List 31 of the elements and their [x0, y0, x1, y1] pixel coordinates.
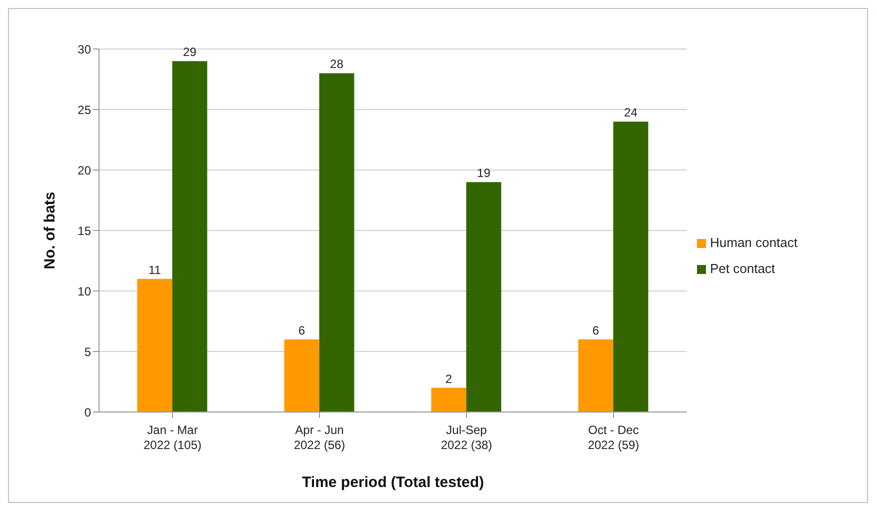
data-label: 11 — [148, 262, 162, 277]
bar — [578, 339, 614, 412]
x-tick-label: Oct - Dec 2022 (59) — [588, 423, 640, 452]
data-label: 29 — [183, 45, 197, 60]
bar — [284, 339, 320, 412]
bar — [613, 122, 648, 412]
x-axis-title: Time period (Total tested) — [302, 474, 484, 491]
data-label: 28 — [330, 57, 344, 72]
bar — [172, 61, 208, 412]
y-tick-label: 15 — [78, 224, 92, 238]
y-tick-label: 25 — [78, 102, 92, 117]
y-tick-label: 10 — [78, 284, 92, 298]
y-axis-title: No. of bats — [41, 192, 58, 270]
data-label: 6 — [298, 323, 306, 338]
bar — [137, 278, 172, 412]
y-tick-label: 30 — [78, 42, 92, 56]
data-label: 19 — [477, 166, 491, 180]
x-tick-label: Jul-Sep 2022 (38) — [440, 423, 492, 452]
data-label: 24 — [624, 106, 638, 120]
bar — [431, 388, 466, 412]
data-label: 2 — [445, 372, 452, 386]
bar — [319, 73, 354, 412]
x-tick-label: Apr - Jun 2022 (56) — [294, 423, 346, 452]
legend-label: Pet contact — [710, 260, 776, 276]
x-tick-label: Jan - Mar 2022 (105) — [143, 423, 202, 452]
y-tick-label: 0 — [84, 405, 92, 420]
y-tick-label: 20 — [78, 163, 92, 178]
bar — [466, 182, 502, 412]
y-tick-label: 5 — [84, 344, 92, 359]
legend-label: Human contact — [710, 234, 798, 250]
data-label: 6 — [592, 323, 600, 338]
